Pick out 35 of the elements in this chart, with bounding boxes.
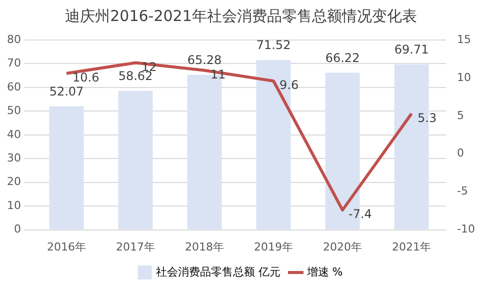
legend-label: 社会消费品零售总额 亿元 (156, 265, 280, 278)
data-label: 66.22 (325, 50, 360, 65)
data-label: 69.71 (394, 42, 429, 57)
x-tick-label: 2017年 (116, 240, 156, 254)
bar (49, 106, 84, 230)
y-tick-label: 40 (6, 128, 21, 141)
data-label: 9.6 (280, 78, 299, 92)
x-tick-label: 2016年 (47, 240, 86, 254)
y-tick-label: 10 (6, 198, 21, 212)
y-tick-label: 50 (6, 104, 21, 118)
data-label: 10.6 (72, 70, 100, 85)
legend-label: 增速 % (306, 265, 343, 278)
y2-tick-label: 15 (457, 32, 472, 46)
y2-tick-label: 10 (457, 70, 472, 84)
data-label: 52.07 (49, 84, 84, 98)
bar (118, 90, 153, 230)
y-tick-label: 80 (6, 32, 21, 46)
y2-tick-label: 5 (457, 108, 464, 122)
chart-title: 迪庆州2016-2021年社会消费品零售总额情况变化表 (65, 6, 417, 25)
data-label: -7.4 (348, 207, 372, 222)
y-tick-label: 30 (6, 151, 21, 164)
y-tick-label: 70 (6, 56, 21, 70)
y2-tick-label: -10 (457, 222, 475, 236)
data-label: 5.3 (418, 110, 437, 125)
data-label: 71.52 (256, 38, 291, 52)
x-tick-label: 2021年 (392, 240, 432, 254)
x-tick-label: 2020年 (323, 240, 362, 254)
data-label: 65.28 (187, 53, 222, 68)
y2-tick-label: 0 (457, 146, 464, 160)
x-tick-label: 2018年 (185, 240, 224, 254)
y-tick-label: 60 (6, 80, 21, 94)
y2-tick-label: -5 (457, 184, 468, 198)
x-tick-label: 2019年 (254, 240, 294, 254)
y-tick-label: 20 (6, 175, 21, 188)
y-tick-label: 0 (14, 222, 21, 236)
